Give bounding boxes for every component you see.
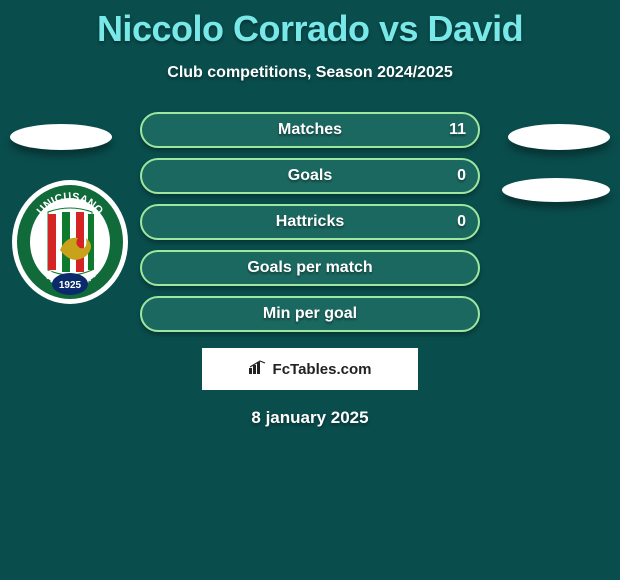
ternana-badge-icon: UNICUSANO TERNANA 1925 [10, 178, 130, 306]
stat-label: Goals per match [247, 259, 372, 277]
page-title: Niccolo Corrado vs David [0, 0, 620, 50]
svg-text:1925: 1925 [59, 280, 82, 291]
stat-row-hattricks: Hattricks 0 [140, 204, 480, 240]
stat-row-goals-per-match: Goals per match [140, 250, 480, 286]
stat-label: Goals [288, 167, 332, 185]
footer-brand-text: FcTables.com [273, 361, 372, 378]
date-text: 8 january 2025 [0, 408, 620, 428]
subtitle: Club competitions, Season 2024/2025 [0, 64, 620, 82]
stat-row-matches: Matches 11 [140, 112, 480, 148]
player-right-marker-2 [502, 178, 610, 202]
club-badge: UNICUSANO TERNANA 1925 [10, 178, 130, 306]
stat-value-left: 0 [457, 167, 466, 185]
stat-label: Hattricks [276, 213, 344, 231]
stat-label: Min per goal [263, 305, 357, 323]
stat-value-left: 11 [449, 121, 466, 139]
stat-label: Matches [278, 121, 342, 139]
stat-row-goals: Goals 0 [140, 158, 480, 194]
bar-chart-icon [249, 360, 267, 378]
footer-brand: FcTables.com [202, 348, 418, 390]
player-right-marker-1 [508, 124, 610, 150]
stat-value-left: 0 [457, 213, 466, 231]
stat-row-min-per-goal: Min per goal [140, 296, 480, 332]
stats-list: Matches 11 Goals 0 Hattricks 0 Goals per… [140, 112, 480, 332]
player-left-marker [10, 124, 112, 150]
